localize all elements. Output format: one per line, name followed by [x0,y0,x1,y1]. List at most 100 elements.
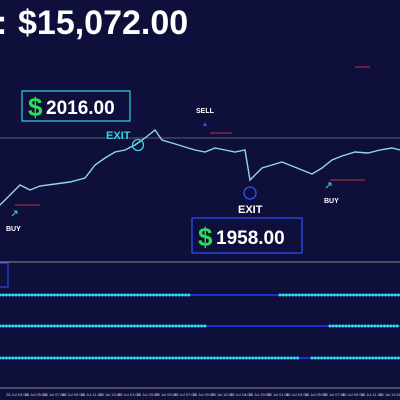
indicator-dot [4,324,8,328]
indicator-dot [59,356,63,360]
indicator-dot [148,324,152,328]
indicator-dot [52,324,56,328]
indicator-dot [292,356,296,360]
indicator-dot [278,293,282,297]
indicator-dot [65,324,69,328]
indicator-dot [276,356,280,360]
indicator-dot [152,293,156,297]
indicator-dot [244,356,248,360]
indicator-dot [59,293,63,297]
indicator-dot [136,356,140,360]
indicator-dot [286,356,290,360]
indicator-dot [110,324,114,328]
indicator-dot [145,293,149,297]
indicator-dot [323,356,327,360]
indicator-dot [20,324,24,328]
indicator-dot [379,324,383,328]
indicator-dot [348,293,352,297]
indicator-dot [184,356,188,360]
currency: $ [198,222,213,252]
indicator-dot [36,356,40,360]
indicator-dot [200,356,204,360]
time-label: 29 Jul 18:00 [230,392,253,397]
time-label: 30 Jul 11:00 [361,392,383,397]
indicator-dot [75,293,79,297]
time-label: 30 Jul 07:00 [323,392,346,397]
time-label: 30 Jul 05:00 [305,392,328,397]
indicator-dot [148,293,152,297]
indicator-dot [84,356,88,360]
indicator-dot [68,356,72,360]
indicator-dot [91,356,95,360]
indicator-dot [145,356,149,360]
indicator-dot [24,356,28,360]
indicator-dot [380,356,384,360]
indicator-rows [0,293,400,360]
indicator-dot [75,356,79,360]
indicator-dot [283,356,287,360]
indicator-dot [193,356,197,360]
indicator-dot [129,356,133,360]
indicator-dot [142,293,146,297]
time-label: 28 Jul 11:00 [81,392,103,397]
indicator-dot [116,324,120,328]
indicator-dot [43,293,47,297]
indicator-dot [363,324,367,328]
price-chart [0,128,400,206]
indicator-dot [387,356,391,360]
indicator-dot [123,293,127,297]
indicator-dot [232,356,236,360]
indicator-dot [56,324,60,328]
indicator-dot [326,356,330,360]
indicator-dot [14,356,18,360]
indicator-dot [187,356,191,360]
indicator-dot [336,293,340,297]
indicator-dot [0,356,2,360]
indicator-dot [297,293,301,297]
indicator-dot [352,356,356,360]
indicator-dot [116,293,120,297]
indicator-dot [91,293,95,297]
time-label: 28 Jul 03:00 [6,392,29,397]
indicator-dot [377,293,381,297]
indicator-dot [384,356,388,360]
indicator-dot [81,324,85,328]
indicator-dot [177,356,181,360]
indicator-dot [59,324,63,328]
time-label: 29 Jul 09:00 [193,392,216,397]
indicator-dot [345,293,349,297]
indicator-dot [155,324,159,328]
indicator-dot [75,324,79,328]
indicator-dot [168,293,172,297]
indicator-dot [120,356,124,360]
indicator-dot [126,293,130,297]
indicator-dot [336,356,340,360]
indicator-dot [94,293,98,297]
indicator-dot [371,356,375,360]
indicator-dot [174,324,178,328]
indicator-dot [341,324,345,328]
indicator-dot [81,293,85,297]
indicator-dot [334,324,338,328]
indicator-dot [120,324,124,328]
indicator-dot [193,324,197,328]
indicator-dot [374,356,378,360]
indicator-dot [72,293,76,297]
indicator-dot [386,324,390,328]
indicator-dot [152,324,156,328]
indicator-dot [228,356,232,360]
indicator-dot [294,293,298,297]
panel-box [0,262,9,288]
indicator-dot [0,293,2,297]
indicator-dot [329,356,333,360]
indicator-dot [88,293,92,297]
indicator-dot [100,324,104,328]
indicator-dot [196,324,200,328]
sell-label: SELL [196,108,215,115]
indicator-dot [257,356,261,360]
indicator-dot [347,324,351,328]
balance-prefix: : [0,4,7,42]
time-label: 28 Jul 07:00 [43,392,66,397]
